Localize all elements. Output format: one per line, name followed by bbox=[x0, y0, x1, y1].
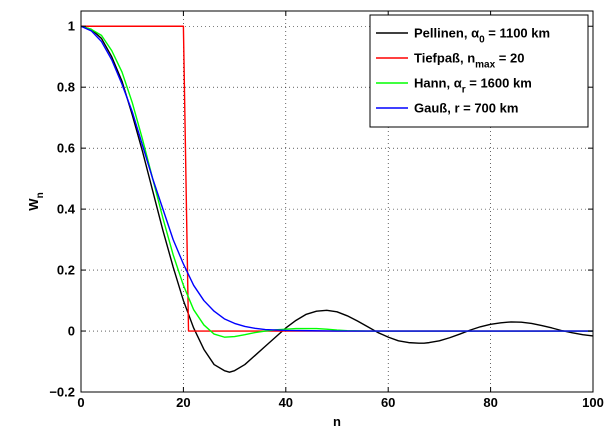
y-tick-label: 0.2 bbox=[57, 263, 75, 278]
x-tick-label: 60 bbox=[381, 395, 395, 410]
x-tick-label: 20 bbox=[176, 395, 190, 410]
y-tick-label: 0.4 bbox=[57, 202, 76, 217]
series-line-2 bbox=[80, 25, 593, 338]
series-lines bbox=[80, 25, 594, 373]
plot-frame bbox=[80, 10, 594, 393]
y-tick-label: 0 bbox=[68, 324, 75, 339]
legend: Pellinen, α0 = 1100 km Tiefpaß, nmax = 20… bbox=[369, 14, 589, 128]
y-tick-label: −0.2 bbox=[49, 385, 75, 400]
axis-ticks: 0 20 40 60 80 100−0.200.20.40.60.81 bbox=[49, 11, 604, 410]
x-tick-label: 0 bbox=[77, 395, 84, 410]
legend-label: Hann, αr = 1600 km bbox=[414, 76, 532, 96]
x-tick-label: 40 bbox=[279, 395, 293, 410]
x-axis-label: n bbox=[333, 414, 341, 429]
legend-label: Tiefpaß, nmax = 20 bbox=[414, 51, 524, 71]
y-axis-label: Wn bbox=[26, 192, 46, 210]
y-tick-label: 0.6 bbox=[57, 141, 75, 156]
y-axis-label-sub: n bbox=[35, 192, 46, 198]
x-tick-label: 100 bbox=[582, 395, 604, 410]
legend-label: Pellinen, α0 = 1100 km bbox=[414, 26, 550, 46]
series-line-3 bbox=[80, 25, 593, 332]
series-line-0 bbox=[80, 25, 594, 373]
y-tick-label: 0.8 bbox=[57, 80, 75, 95]
y-axis-label-main: W bbox=[26, 198, 41, 211]
x-tick-label: 80 bbox=[483, 395, 497, 410]
y-tick-label: 1 bbox=[68, 19, 75, 34]
legend-label: Gauß, r = 700 km bbox=[414, 101, 518, 116]
